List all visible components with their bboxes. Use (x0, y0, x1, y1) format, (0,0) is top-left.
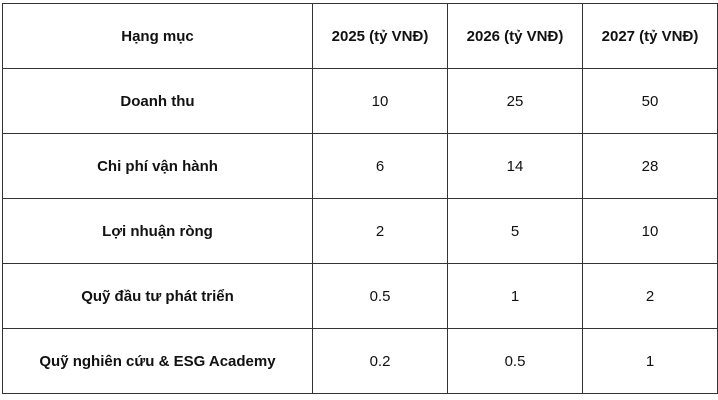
data-table: Hạng mục 2025 (tỷ VNĐ) 2026 (tỷ VNĐ) 2027 (… (2, 3, 718, 394)
table-row: Quỹ nghiên cứu & ESG Academy 0.2 0.5 1 (2, 328, 718, 394)
value-cell: 2 (582, 263, 718, 329)
table-row: Quỹ đầu tư phát triển 0.5 1 2 (2, 263, 718, 329)
value-cell: 25 (447, 68, 583, 134)
value-cell: 6 (312, 133, 448, 199)
value-cell: 2 (312, 198, 448, 264)
value-cell: 10 (582, 198, 718, 264)
value-cell: 0.2 (312, 328, 448, 394)
row-label: Doanh thu (2, 68, 313, 134)
table-row: Chi phí vận hành 6 14 28 (2, 133, 718, 199)
value-cell: 0.5 (312, 263, 448, 329)
value-cell: 1 (582, 328, 718, 394)
value-cell: 0.5 (447, 328, 583, 394)
value-cell: 10 (312, 68, 448, 134)
row-label: Quỹ nghiên cứu & ESG Academy (2, 328, 313, 394)
header-cell: Hạng mục (2, 3, 313, 69)
header-cell: 2026 (tỷ VNĐ) (447, 3, 583, 69)
header-cell: 2025 (tỷ VNĐ) (312, 3, 448, 69)
row-label: Lợi nhuận ròng (2, 198, 313, 264)
table-row: Doanh thu 10 25 50 (2, 68, 718, 134)
value-cell: 28 (582, 133, 718, 199)
row-label: Chi phí vận hành (2, 133, 313, 199)
value-cell: 14 (447, 133, 583, 199)
table-row: Lợi nhuận ròng 2 5 10 (2, 198, 718, 264)
value-cell: 50 (582, 68, 718, 134)
value-cell: 5 (447, 198, 583, 264)
header-row: Hạng mục 2025 (tỷ VNĐ) 2026 (tỷ VNĐ) 2027 (… (2, 3, 718, 69)
header-cell: 2027 (tỷ VNĐ) (582, 3, 718, 69)
value-cell: 1 (447, 263, 583, 329)
table-body: Doanh thu 10 25 50 Chi phí vận hành 6 14 28 Lợi … (2, 68, 718, 394)
row-label: Quỹ đầu tư phát triển (2, 263, 313, 329)
